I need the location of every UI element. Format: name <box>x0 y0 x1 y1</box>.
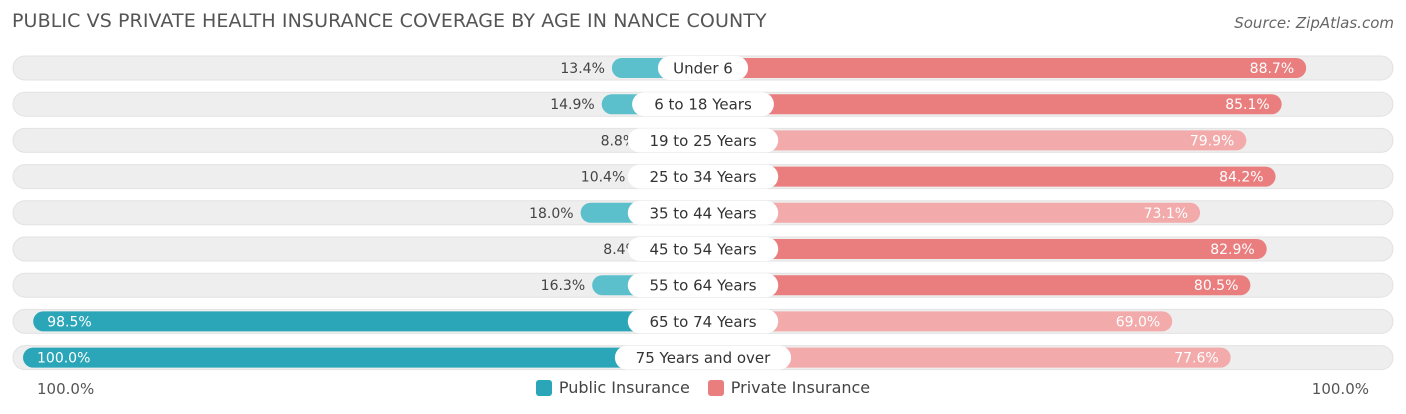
legend-label-public: Public Insurance <box>558 378 690 397</box>
public-value-label: 14.9% <box>550 97 594 113</box>
private-value-label: 79.9% <box>1190 133 1234 149</box>
private-value-label: 77.6% <box>1174 351 1218 367</box>
public-bar <box>23 347 703 368</box>
category-pill <box>627 128 779 153</box>
source-label: Source: ZipAtlas.com <box>1234 14 1394 32</box>
private-bar <box>703 166 1276 187</box>
legend-swatch-private <box>707 379 724 396</box>
chart-title: PUBLIC VS PRIVATE HEALTH INSURANCE COVER… <box>12 10 767 32</box>
category-label: Under 6 <box>673 60 733 78</box>
category-label: 55 to 64 Years <box>649 277 756 295</box>
private-bar <box>703 311 1173 332</box>
category-label: 25 to 34 Years <box>649 168 756 186</box>
private-value-label: 82.9% <box>1210 242 1254 258</box>
category-label: 19 to 25 Years <box>649 132 756 150</box>
category-label: 45 to 54 Years <box>649 241 756 259</box>
public-bar <box>33 311 703 332</box>
private-bar <box>703 275 1251 296</box>
private-value-label: 84.2% <box>1219 170 1263 186</box>
private-bar <box>703 130 1247 151</box>
category-pill <box>614 345 792 370</box>
public-value-label: 18.0% <box>529 206 573 222</box>
private-value-label: 88.7% <box>1250 61 1294 77</box>
axis-right-label: 100.0% <box>1311 380 1369 398</box>
private-bar <box>703 58 1307 78</box>
category-pill <box>627 309 779 334</box>
public-value-label: 16.3% <box>541 278 585 294</box>
category-pill <box>627 200 779 225</box>
category-pill <box>657 56 749 80</box>
private-value-label: 80.5% <box>1194 278 1238 294</box>
public-value-label: 10.4% <box>581 170 625 186</box>
category-label: 65 to 74 Years <box>649 313 756 331</box>
axis-left-label: 100.0% <box>37 380 95 398</box>
private-bar <box>703 202 1201 223</box>
private-value-label: 85.1% <box>1225 97 1269 113</box>
public-value-label: 13.4% <box>560 61 604 77</box>
legend: Public Insurance Private Insurance <box>0 378 1406 397</box>
category-pill <box>627 164 779 189</box>
public-value-label: 98.5% <box>47 314 91 330</box>
public-value-label: 8.8% <box>601 133 637 149</box>
category-label: 75 Years and over <box>636 349 771 367</box>
category-pill <box>632 92 774 117</box>
private-value-label: 69.0% <box>1116 314 1160 330</box>
legend-item-public[interactable]: Public Insurance <box>535 378 690 397</box>
category-label: 35 to 44 Years <box>649 204 756 222</box>
private-bar <box>703 239 1267 259</box>
private-bar <box>703 347 1231 368</box>
public-value-label: 100.0% <box>37 351 90 367</box>
category-pill <box>627 237 779 261</box>
legend-label-private: Private Insurance <box>730 378 871 397</box>
chart-plot: 13.4% 88.7% Under 6 14.9% 85.1% 6 to 18 Years… <box>12 55 1394 371</box>
legend-swatch-public <box>535 379 552 396</box>
legend-item-private[interactable]: Private Insurance <box>707 378 871 397</box>
private-value-label: 73.1% <box>1144 206 1188 222</box>
private-bar <box>703 94 1282 115</box>
category-label: 6 to 18 Years <box>654 96 752 114</box>
category-pill <box>627 273 779 298</box>
